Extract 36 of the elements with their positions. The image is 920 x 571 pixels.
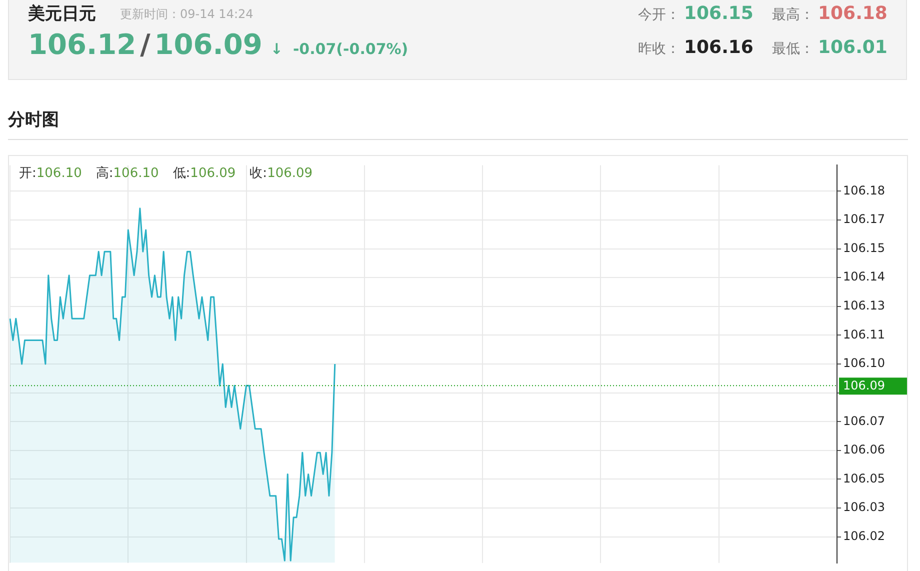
text: 106.09 [154, 28, 262, 61]
y-tick-label: 106.15 [843, 240, 885, 255]
text: 分时图 [8, 109, 59, 131]
text: 106.15 [684, 3, 754, 24]
chart-subtitle: 更新时间：09-14 14:24 [120, 6, 254, 23]
y-tick-label: 106.18 [843, 183, 885, 198]
y-tick-label: 106.10 [843, 356, 885, 370]
y-tick-label: 106.03 [843, 500, 885, 514]
y-tick-label: 106.07 [843, 414, 885, 428]
text: / [140, 28, 150, 61]
y-tick-label: 106.14 [843, 270, 885, 284]
ref-line-label: 106.09 [843, 378, 885, 393]
text: 最低： [772, 40, 814, 58]
annotation: 106.10 [113, 166, 159, 181]
y-tick-label: 106.11 [843, 327, 885, 342]
text: ↓ [270, 40, 283, 58]
y-tick-label: 106.05 [843, 471, 885, 486]
y-tick-label: 106.17 [843, 212, 885, 226]
text: 106.12 [28, 28, 136, 61]
text: 106.16 [684, 37, 754, 58]
annotation: 低: [172, 166, 190, 181]
annotation: 106.09 [267, 166, 313, 181]
annotation: 开: [19, 166, 36, 181]
y-tick-label: 106.06 [843, 442, 885, 457]
y-tick-label: 106.02 [843, 528, 885, 543]
text: -0.07(-0.07%) [292, 40, 408, 58]
annotation: 106.10 [36, 166, 82, 181]
annotation: 高: [96, 166, 114, 181]
text: 今开： [638, 6, 680, 24]
text: 最高： [772, 6, 814, 24]
annotation: 收: [250, 166, 268, 181]
text: 106.01 [818, 37, 888, 58]
annotation: 106.09 [190, 166, 236, 181]
text: 昨收： [638, 40, 680, 58]
y-tick-label: 106.13 [843, 298, 885, 312]
chart-title: 美元日元 [28, 3, 96, 25]
